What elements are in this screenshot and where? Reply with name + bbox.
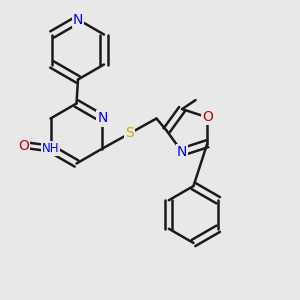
Text: S: S: [125, 127, 134, 140]
Text: O: O: [202, 110, 213, 124]
Text: O: O: [18, 139, 29, 152]
Text: NH: NH: [42, 142, 59, 155]
Text: N: N: [177, 145, 187, 159]
Text: N: N: [97, 112, 108, 125]
Text: N: N: [73, 13, 83, 26]
